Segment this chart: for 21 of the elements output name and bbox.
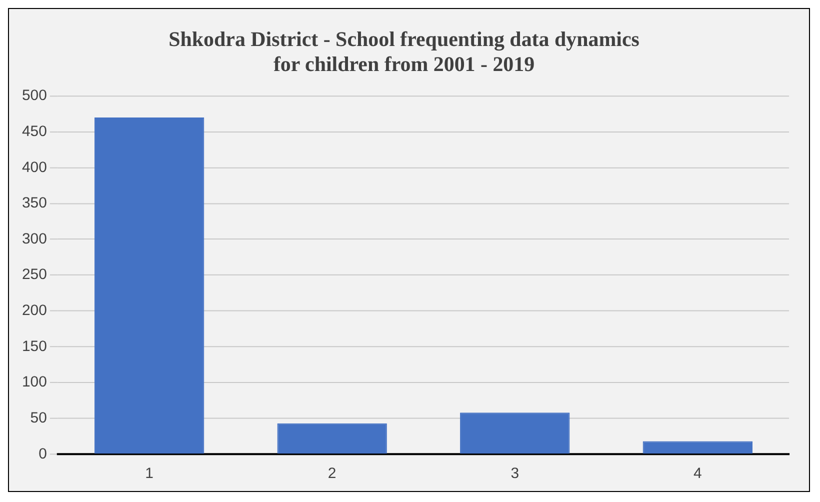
x-tick-label: 2	[328, 465, 336, 482]
text: for children from 2001 - 2019	[273, 52, 535, 76]
text: Shkodra District - School frequenting data dynamics	[168, 26, 640, 51]
bar	[94, 118, 204, 454]
y-tick-label: 350	[22, 194, 47, 212]
y-tick-label: 50	[30, 409, 47, 426]
y-tick-label: 300	[22, 230, 47, 248]
y-tick-label: 0	[38, 445, 47, 462]
x-tick-label: 4	[693, 465, 702, 482]
y-tick-label: 500	[22, 87, 47, 104]
bar	[460, 412, 570, 454]
bar	[277, 423, 387, 454]
x-tick-label: 3	[510, 465, 520, 482]
y-tick-label: 150	[22, 338, 47, 355]
y-tick-label: 400	[22, 158, 47, 176]
bar	[642, 441, 752, 454]
y-tick-label: 100	[22, 374, 47, 391]
y-tick-label: 200	[22, 302, 47, 320]
x-tick-label: 1	[145, 465, 154, 482]
y-tick-label: 250	[22, 266, 47, 284]
y-tick-label: 450	[22, 122, 47, 140]
